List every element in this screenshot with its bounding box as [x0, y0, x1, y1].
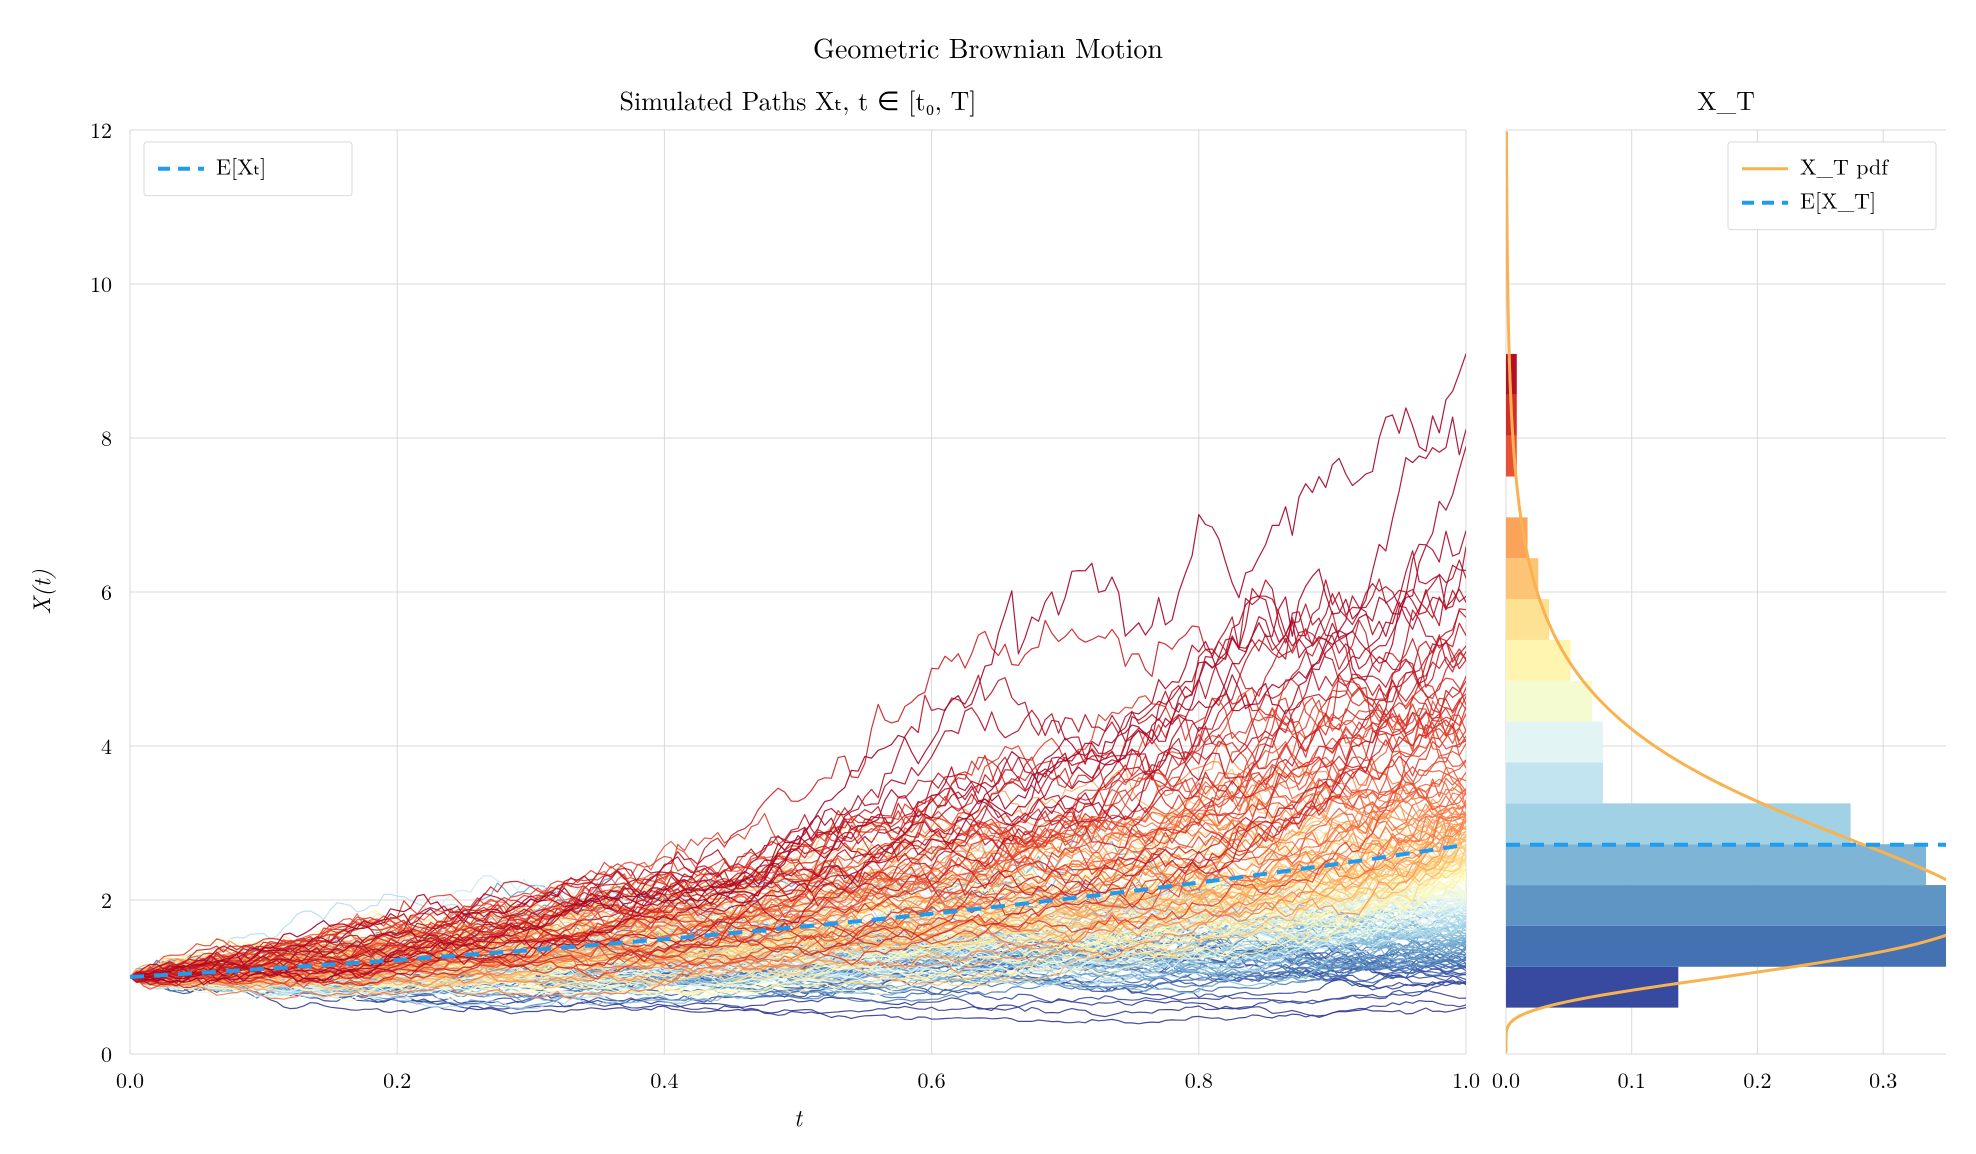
y-tick-label: 12 — [90, 114, 112, 145]
left-legend: E[Xₜ] — [144, 142, 352, 196]
legend-label: X_T pdf — [1800, 151, 1889, 182]
x-tick-label: 0.0 — [1492, 1064, 1520, 1095]
right-panel: 0.0 0.1 0.2 0.3 X_T X_T pdfE[X_T] — [1492, 81, 1976, 1095]
right-title: X_T — [1697, 81, 1755, 118]
x-tick-label: 0.1 — [1618, 1064, 1646, 1095]
left-panel: 0.0 0.2 0.4 0.6 0.8 1.0 0 2 4 6 8 10 12 Simulated P… — [23, 81, 1480, 1133]
x-tick-label: 0.0 — [116, 1064, 144, 1095]
left-y-label: X(t) — [23, 569, 57, 615]
hist-bar — [1506, 803, 1851, 844]
x-tick-label: 0.6 — [918, 1064, 946, 1095]
y-tick-label: 2 — [101, 884, 112, 915]
left-title: Simulated Paths Xₜ, t ∈ [t₀, T] — [620, 81, 977, 118]
y-tick-label: 6 — [101, 576, 112, 607]
y-tick-label: 4 — [101, 730, 112, 761]
y-tick-label: 0 — [101, 1038, 112, 1069]
hist-bar — [1506, 722, 1603, 763]
super-title: Geometric Brownian Motion — [813, 27, 1163, 67]
right-legend: X_T pdfE[X_T] — [1728, 142, 1936, 230]
legend-label: E[X_T] — [1800, 185, 1876, 216]
hist-bar — [1506, 885, 1976, 926]
hist-bar — [1506, 762, 1603, 803]
left-x-ticks: 0.0 0.2 0.4 0.6 0.8 1.0 — [116, 1064, 1480, 1095]
legend-label: E[Xₜ] — [216, 151, 266, 182]
left-y-ticks: 0 2 4 6 8 10 12 — [90, 114, 112, 1069]
x-tick-label: 0.3 — [1869, 1064, 1897, 1095]
hist-bar — [1506, 844, 1926, 885]
figure-svg: Geometric Brownian Motion 0.00.20.40.60.… — [0, 0, 1976, 1154]
x-tick-label: 0.8 — [1185, 1064, 1213, 1095]
right-x-ticks: 0.0 0.1 0.2 0.3 — [1492, 1064, 1897, 1095]
left-x-label: t — [794, 1099, 803, 1133]
x-tick-label: 0.2 — [1743, 1064, 1771, 1095]
hist-bar — [1506, 926, 1958, 967]
x-tick-label: 0.4 — [650, 1064, 678, 1095]
y-tick-label: 8 — [101, 422, 112, 453]
x-tick-label: 1.0 — [1452, 1064, 1480, 1095]
x-tick-label: 0.2 — [383, 1064, 411, 1095]
hist-bar — [1506, 681, 1592, 722]
y-tick-label: 10 — [90, 268, 112, 299]
